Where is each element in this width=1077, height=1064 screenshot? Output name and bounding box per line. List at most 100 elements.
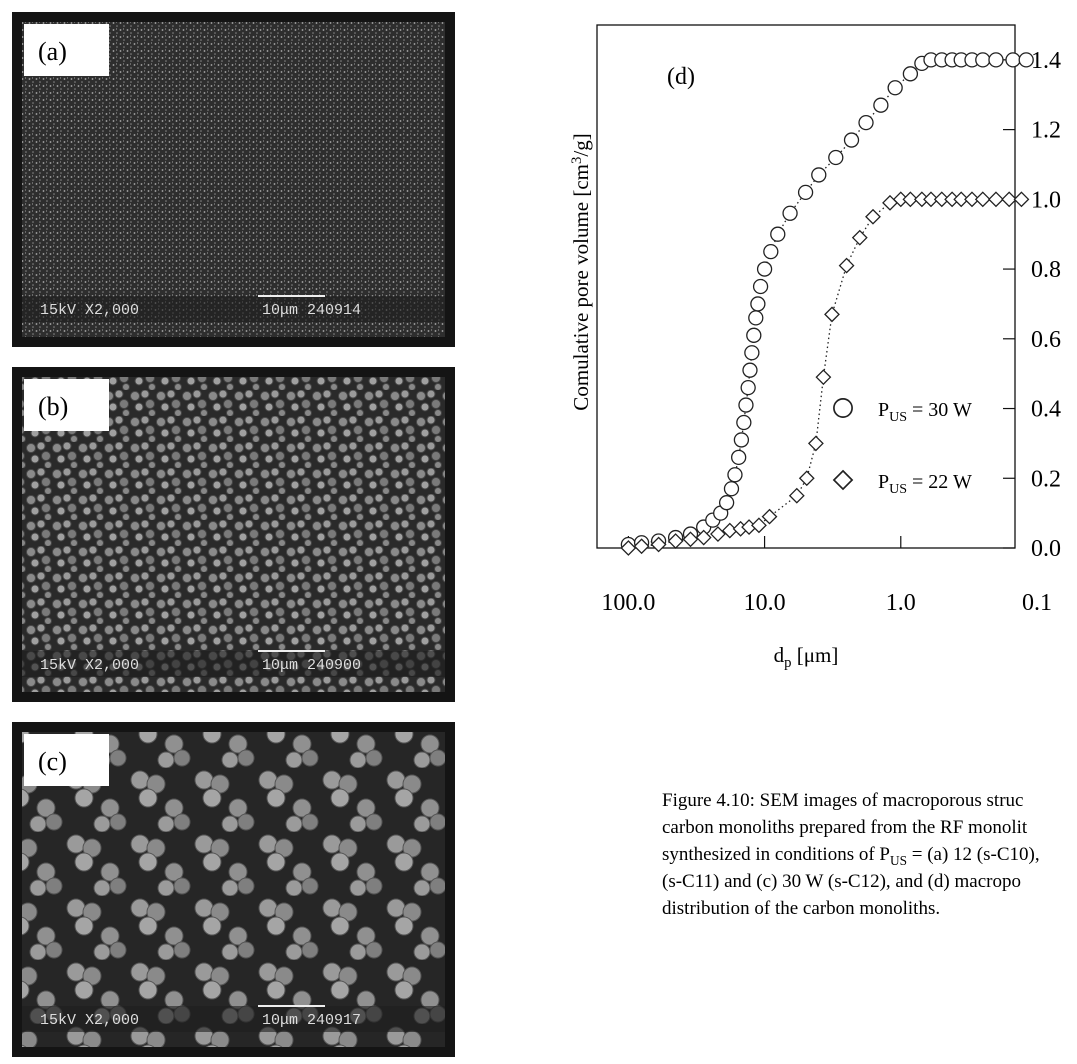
sem-info: 15kV X2,000 <box>40 1012 139 1029</box>
y-tick-label: 1.0 <box>1031 187 1061 213</box>
caption-line: synthesized in conditions of PUS = (a) 1… <box>662 844 1040 868</box>
data-point <box>751 517 767 534</box>
data-point <box>742 362 758 378</box>
data-point <box>710 526 726 542</box>
data-point <box>620 540 637 556</box>
data-point <box>756 261 773 277</box>
legend-marker <box>833 398 853 418</box>
data-point <box>807 435 824 452</box>
data-point <box>858 114 874 131</box>
sem-info: 15kV X2,000 <box>40 302 139 319</box>
sem-info-bar <box>22 1006 445 1032</box>
y-tick-label: 0.4 <box>1031 397 1061 423</box>
x-axis-label: dp [μm] <box>774 643 839 671</box>
data-point <box>727 467 743 483</box>
data-point <box>1013 191 1030 208</box>
panel-label: (c) <box>38 747 67 776</box>
caption-line: distribution of the carbon monoliths. <box>662 898 940 919</box>
data-point <box>975 52 991 68</box>
data-point <box>815 369 832 386</box>
caption-line: Figure 4.10: SEM images of macroporous s… <box>662 790 1023 811</box>
data-point <box>797 184 814 201</box>
y-axis-label: Comulative pore volume [cm3/g] <box>569 133 593 410</box>
data-point <box>782 205 798 221</box>
data-point <box>798 470 815 487</box>
data-point <box>988 52 1004 68</box>
data-point <box>733 432 750 448</box>
data-point <box>933 191 950 208</box>
data-point <box>843 132 860 148</box>
legend-label: PUS = 30 W <box>878 399 972 425</box>
data-point <box>974 191 991 208</box>
label-box <box>24 379 109 431</box>
caption-line: (s-C11) and (c) 30 W (s-C12), and (d) ma… <box>662 871 1021 892</box>
data-point <box>1001 191 1018 208</box>
x-tick-label: 100.0 <box>601 590 655 616</box>
data-point <box>873 97 889 113</box>
data-point <box>811 167 827 183</box>
caption-line: carbon monoliths prepared from the RF mo… <box>662 817 1028 838</box>
y-tick-label: 0.6 <box>1031 327 1061 353</box>
x-tick-label: 0.1 <box>1022 590 1052 616</box>
data-point <box>650 536 667 553</box>
panel-label: (b) <box>38 392 68 421</box>
data-point <box>718 495 735 511</box>
legend-label: PUS = 22 W <box>878 471 972 497</box>
panel-label: (a) <box>38 37 67 66</box>
data-point <box>887 80 903 96</box>
data-point <box>1018 52 1034 68</box>
label-box <box>24 734 109 786</box>
label-box <box>24 24 109 76</box>
sem-panels: (a) 15kV X2,000 10μm 240914 (b) 15kV X2,000 1… <box>12 12 455 1057</box>
data-point <box>738 397 754 413</box>
y-tick-label: 1.2 <box>1031 118 1061 144</box>
data-point <box>988 191 1004 208</box>
data-point <box>851 229 868 246</box>
data-point <box>752 278 769 295</box>
data-point <box>953 191 970 208</box>
sem-scale: 10μm 240917 <box>262 1012 361 1029</box>
data-point <box>748 310 764 326</box>
data-point <box>923 191 939 208</box>
data-point <box>723 481 740 497</box>
data-point <box>761 508 778 525</box>
data-point <box>902 191 919 208</box>
data-point <box>740 379 756 396</box>
data-point <box>667 533 684 549</box>
data-point <box>695 529 712 546</box>
data-point <box>682 531 699 548</box>
data-point <box>770 226 786 242</box>
sem-info-bar <box>22 296 445 322</box>
data-point <box>1005 52 1021 68</box>
y-tick-label: 0.8 <box>1031 257 1061 283</box>
data-point <box>736 414 752 431</box>
sem-info-bar <box>22 651 445 677</box>
data-point <box>633 538 650 555</box>
plot-frame <box>596 24 1016 549</box>
data-point <box>750 296 766 312</box>
data-point <box>824 306 840 323</box>
sem-scale: 10μm 240914 <box>262 302 361 319</box>
data-point <box>838 257 855 274</box>
x-tick-label: 1.0 <box>886 590 916 616</box>
y-tick-label: 1.4 <box>1031 48 1061 74</box>
data-point <box>902 66 919 82</box>
x-tick-label: 10.0 <box>744 590 786 616</box>
data-point <box>731 449 747 465</box>
data-point <box>828 149 844 166</box>
panel-label: (d) <box>667 64 695 90</box>
sem-info: 15kV X2,000 <box>40 657 139 674</box>
data-point <box>763 243 779 260</box>
chart: (d) 0.0 0.2 0.4 0.6 0.8 1.0 1.2 1.4 100.0 10.0 1.0… <box>569 24 1061 671</box>
data-point <box>746 327 762 343</box>
y-tick-label: 0.0 <box>1031 536 1061 562</box>
data-point <box>964 191 980 208</box>
y-tick-label: 0.2 <box>1031 466 1061 492</box>
legend-marker <box>832 469 854 491</box>
sem-scale: 10μm 240900 <box>262 657 361 674</box>
data-point <box>744 345 760 361</box>
data-point <box>865 208 881 225</box>
data-point <box>788 487 805 504</box>
